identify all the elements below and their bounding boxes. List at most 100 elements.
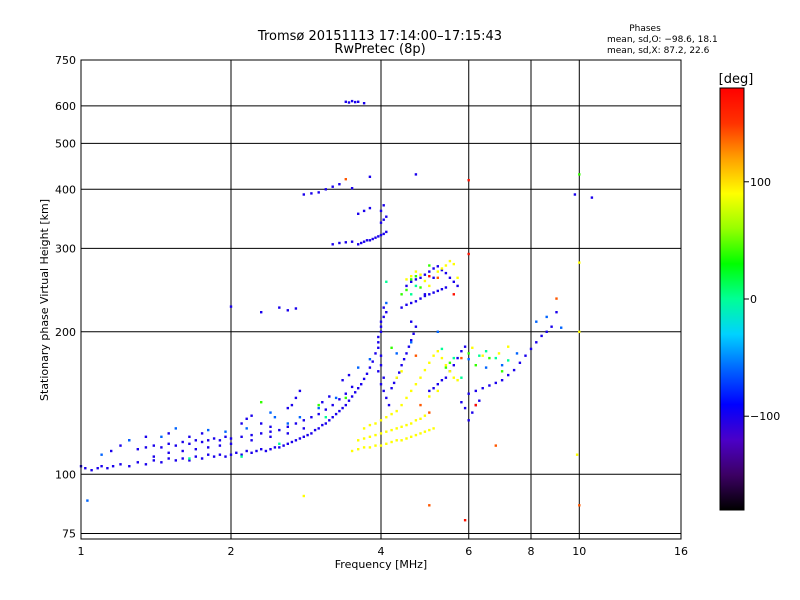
data-point [152,455,155,458]
data-point [515,352,519,355]
data-point [436,289,439,293]
data-point [250,451,253,454]
data-point [250,433,253,437]
data-point [377,235,380,238]
data-point [379,383,383,386]
plot-area-frame [80,59,682,540]
data-point [100,465,103,468]
data-point [428,428,431,432]
data-point [407,345,411,348]
data-point [106,467,109,470]
data-point [436,276,439,279]
colorbar [719,87,745,511]
y-tick-label: 600 [55,100,76,113]
data-point [414,354,418,357]
data-point [379,364,383,367]
data-point [463,345,467,348]
data-point [456,356,459,360]
data-point [350,240,354,243]
data-point [395,427,398,430]
data-point [240,422,243,425]
data-point [110,449,113,453]
data-point [273,446,277,449]
data-point [174,444,177,447]
data-point [405,303,408,306]
data-point [354,391,357,394]
data-point [456,379,459,382]
data-point [207,439,210,442]
data-point [494,356,497,360]
data-point [410,293,413,296]
data-point [298,437,302,440]
data-point [347,101,351,104]
data-point [362,240,366,243]
data-point [428,293,431,296]
data-point [385,396,388,400]
data-point [368,206,372,210]
data-point [362,446,366,449]
data-point [362,102,366,105]
data-point [463,406,467,410]
data-point [290,403,294,407]
data-point [218,444,222,447]
data-point [294,307,298,310]
data-point [390,428,393,432]
data-point [440,268,444,272]
data-point [328,419,331,422]
data-point [578,173,581,176]
data-point [436,389,439,393]
data-point [463,519,467,522]
data-point [357,243,360,246]
data-point [414,433,418,437]
data-point [500,379,504,382]
data-point [444,364,448,367]
data-point [362,209,366,213]
data-point [440,347,444,351]
data-point [290,440,294,444]
data-point [410,301,413,305]
data-point [286,422,289,425]
data-point [436,350,439,353]
data-point [400,306,403,309]
data-point [240,453,243,456]
data-point [382,204,385,207]
data-point [436,270,439,273]
data-point [535,320,538,323]
data-point [432,354,435,357]
data-point [428,389,431,393]
data-point [456,276,459,279]
data-point [440,288,444,291]
data-point [331,403,334,407]
data-point [474,364,477,367]
data-point [286,425,289,428]
data-point [428,504,431,507]
data-point [448,361,452,364]
data-point [405,396,408,400]
data-point [344,392,347,395]
data-point [481,387,484,390]
data-point [224,435,227,438]
data-point [144,435,148,438]
data-point [400,439,403,442]
colorbar-tick-label: 100 [750,176,771,189]
data-point [400,370,403,373]
y-tick-label: 100 [55,468,76,481]
data-point [395,409,398,413]
x-tick-label: 1 [78,545,85,558]
data-point [432,291,435,294]
data-point [328,395,331,398]
data-point [152,444,155,447]
data-point [278,446,281,449]
data-point [302,494,305,498]
data-point [405,437,408,440]
data-point [382,315,385,319]
colorbar-ticks: 100 0 −100 [744,176,780,423]
data-point [344,100,347,103]
data-point [334,396,338,400]
data-point [207,428,210,432]
data-point [207,453,210,456]
data-point [448,276,452,279]
data-point [224,455,227,458]
data-point [368,366,372,369]
data-point [578,330,581,333]
